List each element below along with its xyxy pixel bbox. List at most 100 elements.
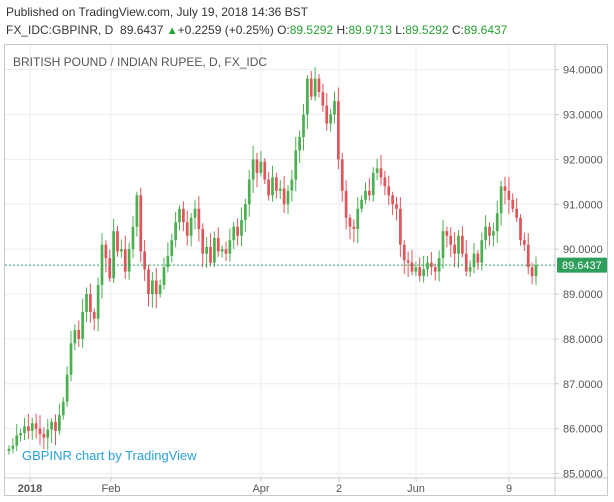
candle: [337, 87, 340, 170]
candle-body: [422, 269, 425, 277]
candle-body: [236, 226, 239, 236]
candle: [247, 170, 251, 217]
price-tick-label: 91.0000: [563, 199, 603, 211]
candle-body: [379, 168, 383, 178]
candle: [282, 176, 286, 214]
candle: [441, 219, 445, 269]
time-tick-label: 2018: [18, 483, 42, 495]
candle: [449, 227, 453, 258]
candle: [236, 218, 239, 246]
time-tick-label: Jun: [407, 483, 425, 495]
candle-body: [433, 267, 437, 272]
candle: [437, 250, 441, 282]
candle: [77, 320, 81, 347]
candle-body: [530, 267, 534, 277]
candle: [406, 251, 410, 277]
candle-body: [108, 258, 112, 279]
candle: [85, 287, 88, 322]
price-tick-label: 87.0000: [563, 379, 603, 391]
candle-body: [309, 78, 313, 97]
candle: [294, 136, 298, 192]
candle-body: [290, 179, 294, 191]
candle-body: [325, 105, 329, 124]
candle: [96, 277, 100, 332]
candle: [445, 226, 449, 248]
candle-body: [294, 150, 298, 180]
candle: [174, 211, 177, 248]
candle-body: [50, 421, 53, 430]
candle-body: [89, 294, 92, 312]
candle-body: [402, 244, 406, 261]
candle: [228, 228, 232, 262]
candle-body: [278, 188, 282, 191]
candle-body: [61, 401, 65, 416]
candle: [368, 178, 371, 201]
candle: [457, 230, 460, 269]
time-tick-label: 9: [506, 483, 512, 495]
candle: [360, 195, 363, 213]
chart-frame: [4, 44, 608, 496]
candle: [38, 415, 42, 445]
candle-body: [313, 78, 317, 97]
candle: [453, 232, 456, 268]
candle-body: [418, 267, 422, 277]
last-price: 89.6437: [120, 23, 164, 37]
candle-body: [329, 114, 332, 124]
candle-body: [58, 415, 61, 431]
candle-body: [154, 280, 158, 295]
open-value: 89.5292: [289, 23, 334, 37]
published-text: Published on TradingView.com, July 19, 2…: [6, 5, 308, 19]
candle: [464, 240, 468, 277]
candle-body: [511, 199, 515, 209]
candle: [495, 200, 499, 243]
candle: [534, 256, 538, 286]
candle-body: [472, 253, 476, 268]
candle-body: [263, 161, 267, 180]
candle-body: [484, 226, 487, 241]
candle: [112, 218, 115, 283]
candle: [364, 182, 367, 205]
candle-body: [185, 222, 189, 236]
candle-body: [166, 255, 170, 268]
candle: [81, 298, 84, 348]
candle-body: [298, 136, 301, 151]
candle: [220, 245, 224, 258]
candle-body: [375, 168, 379, 173]
candle: [526, 233, 530, 275]
candle-body: [364, 190, 367, 200]
candle-body: [197, 208, 201, 229]
candle: [54, 414, 57, 446]
candle: [278, 180, 282, 199]
candle: [154, 268, 158, 309]
candle-body: [112, 231, 115, 279]
candle: [402, 240, 406, 274]
symbol: FX_IDC:GBPINR, D: [6, 23, 114, 37]
candle: [127, 242, 131, 280]
candle: [131, 216, 135, 259]
candle: [480, 232, 484, 271]
candle: [507, 177, 511, 215]
time-tick-label: Apr: [252, 483, 269, 495]
candle-body: [174, 222, 177, 241]
high-label: H:: [336, 23, 349, 37]
candle-body: [120, 249, 123, 252]
candle-body: [139, 195, 143, 252]
candle: [391, 191, 394, 216]
candle-body: [205, 246, 208, 254]
candle-body: [271, 177, 274, 196]
candle: [519, 214, 522, 246]
candle: [116, 225, 119, 257]
candle: [213, 231, 216, 268]
candle: [19, 428, 22, 442]
candle-body: [371, 172, 375, 196]
candle-body: [216, 237, 220, 252]
candle-body: [42, 434, 46, 438]
candle-body: [170, 240, 174, 256]
candle-body: [151, 280, 154, 295]
candle: [65, 366, 69, 408]
candle-body: [65, 374, 69, 402]
candle-body: [267, 179, 270, 196]
candle: [430, 252, 433, 276]
candle-body: [414, 267, 418, 272]
